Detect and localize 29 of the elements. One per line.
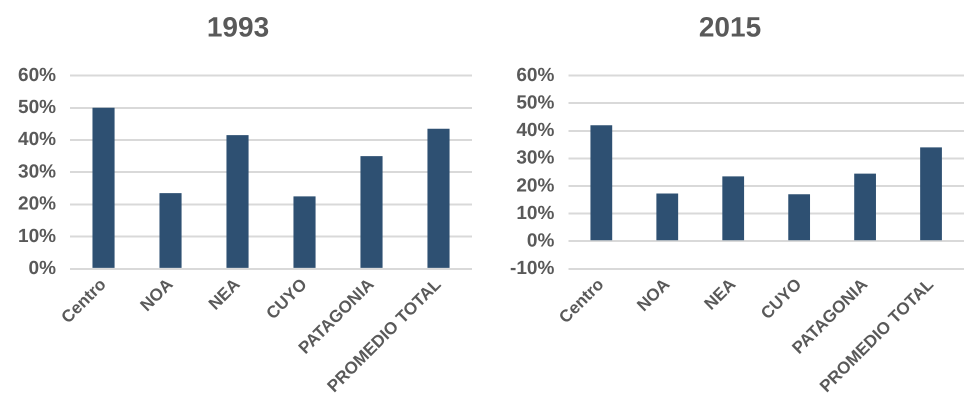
bar	[293, 196, 316, 268]
bar	[722, 176, 744, 240]
bar	[226, 135, 249, 268]
bar	[920, 147, 942, 240]
y-tick-label: 0%	[28, 258, 56, 280]
bar	[92, 108, 115, 268]
y-tick-label: 20%	[516, 175, 554, 196]
bar	[656, 193, 678, 240]
bar	[590, 125, 612, 240]
y-tick-label: 20%	[18, 194, 56, 215]
bar	[788, 194, 810, 240]
bar	[360, 156, 383, 268]
chart-title: 1993	[206, 12, 270, 43]
y-tick-label: 60%	[516, 64, 554, 86]
bar	[427, 128, 450, 268]
y-tick-label: 40%	[516, 120, 554, 142]
y-tick-label: 60%	[18, 64, 56, 86]
y-tick-label: 40%	[18, 129, 56, 150]
bar	[159, 193, 182, 268]
y-tick-label: 30%	[18, 161, 56, 182]
y-tick-label: 50%	[18, 97, 56, 118]
y-tick-label: 10%	[516, 202, 554, 224]
y-tick-label: 10%	[18, 226, 56, 247]
y-tick-label: 30%	[516, 148, 554, 169]
bar	[854, 174, 876, 240]
y-tick-label: 50%	[516, 92, 554, 114]
y-tick-label: 0%	[526, 230, 554, 252]
y-tick-label: -10%	[510, 258, 554, 280]
chart-title: 2015	[698, 12, 762, 43]
